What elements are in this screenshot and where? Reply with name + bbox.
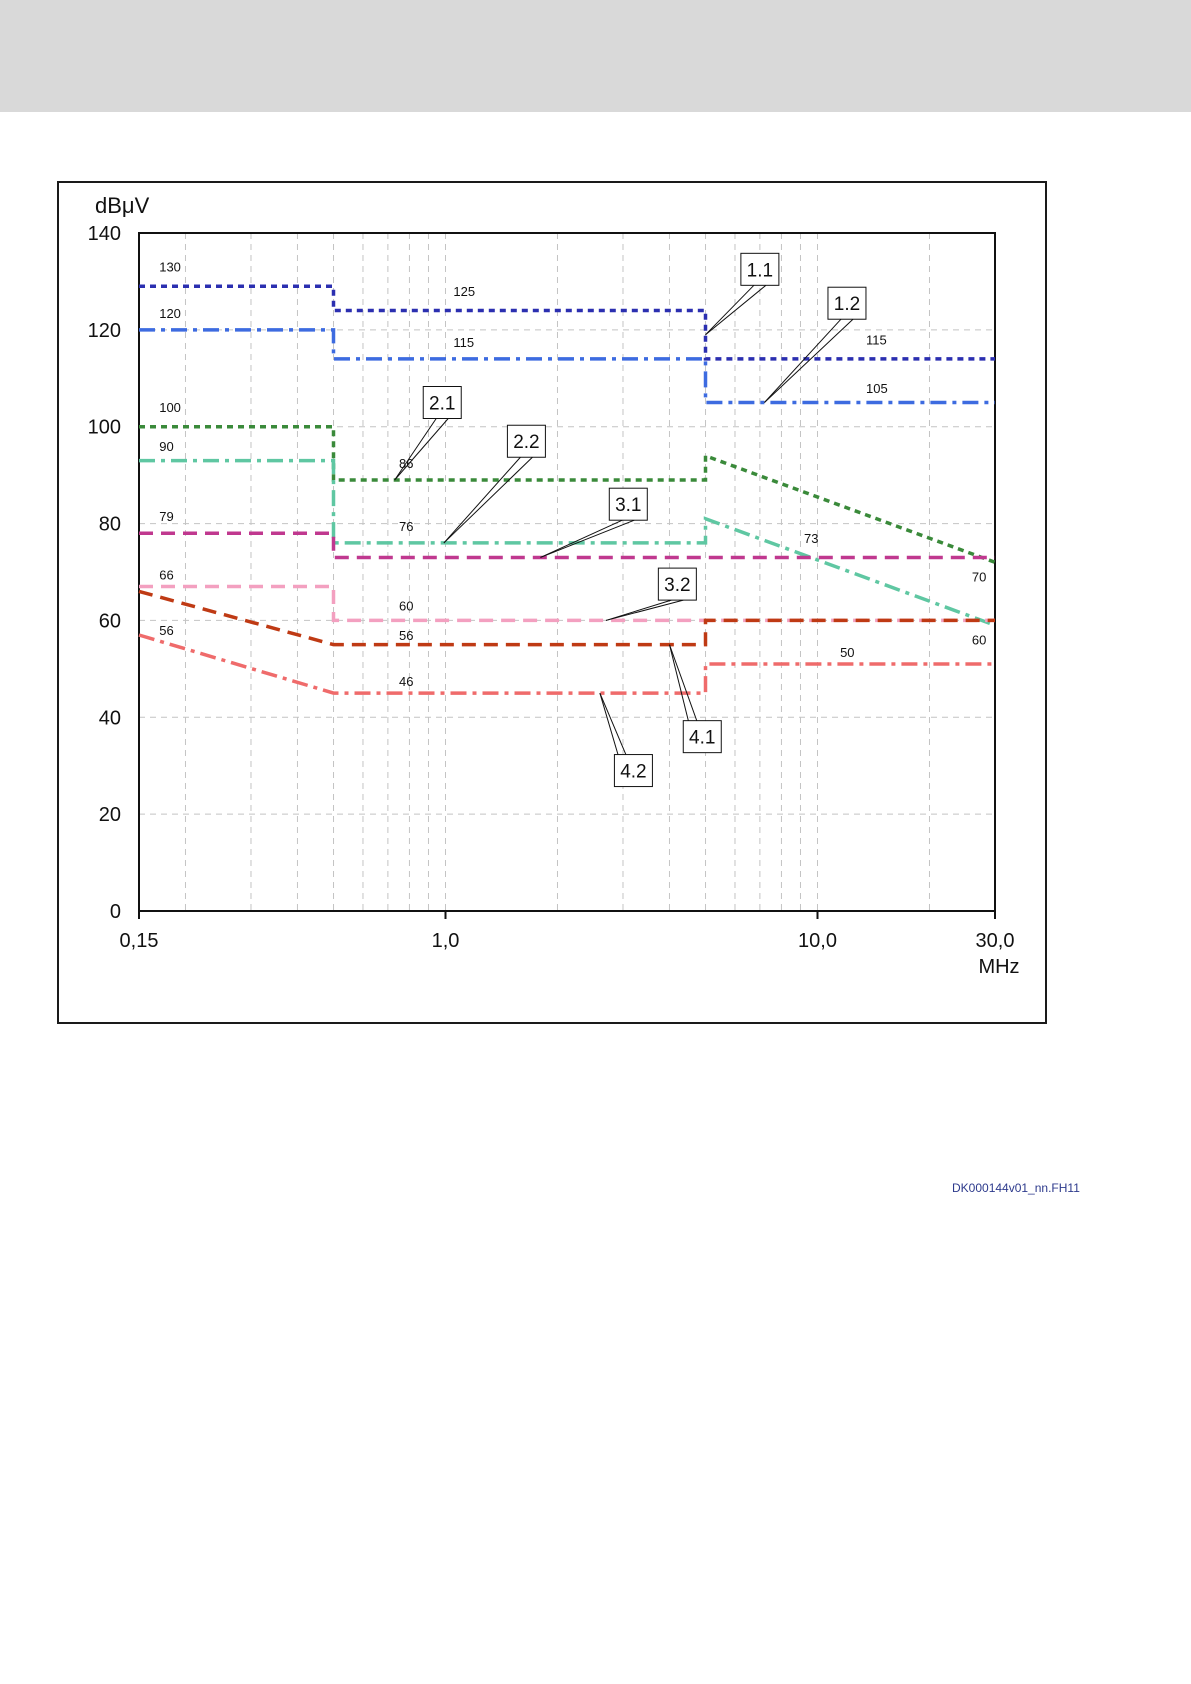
callout-leader — [605, 599, 684, 621]
callout-box-4.1 — [682, 720, 722, 754]
callout-box-2.2 — [506, 424, 546, 458]
y-tick-label: 40 — [99, 707, 121, 729]
callout-leader — [443, 456, 533, 544]
x-tick-label: 0,15 — [120, 930, 159, 952]
y-tick-label: 0 — [110, 901, 121, 923]
limit-value-label: 125 — [453, 284, 475, 299]
document-id: DK000144v01_nn.FH11 — [952, 1181, 1080, 1195]
x-axis-label: MHz — [978, 956, 1019, 978]
callout-label: 3.2 — [664, 575, 690, 596]
series-line-2.1 — [139, 424, 996, 564]
x-tick-label: 1,0 — [432, 930, 460, 952]
callout-label: 1.2 — [834, 294, 860, 315]
x-tick-label: 10,0 — [798, 930, 837, 952]
emission-limit-chart: 0 20 40 60 80 100 120 140 0,15 1,0 10,0 30,0 dBμV MHz… — [88, 193, 1020, 978]
x-tick-label: 30,0 — [976, 930, 1015, 952]
limit-value-label: 115 — [866, 332, 887, 347]
limit-value-label: 56 — [399, 628, 413, 643]
callout-leader — [764, 318, 854, 403]
limit-value-label: 73 — [804, 531, 818, 546]
callout-leader — [705, 284, 767, 336]
limit-value-label: 60 — [972, 633, 986, 648]
y-tick-label: 140 — [88, 223, 121, 245]
limit-value-label: 50 — [840, 645, 854, 660]
callout-label: 2.2 — [513, 432, 539, 453]
callout-label: 2.1 — [429, 394, 455, 415]
limit-value-label: 79 — [159, 509, 173, 524]
callout-box-4.2 — [613, 754, 653, 788]
callout-label: 3.1 — [615, 495, 641, 516]
plot-area-frame — [138, 232, 996, 912]
limit-value-label: 120 — [159, 306, 181, 321]
series-line-1.2 — [139, 328, 995, 405]
callout-box-3.1 — [608, 487, 648, 521]
callout-leader — [394, 418, 437, 481]
series-line-3.1 — [139, 531, 995, 560]
y-tick-label: 60 — [99, 610, 121, 632]
limit-value-label: 76 — [399, 519, 413, 534]
callout-box-1.2 — [827, 286, 867, 320]
series-line-4.2 — [138, 633, 995, 695]
y-axis-label: dBμV — [95, 193, 150, 218]
limit-value-label: 70 — [972, 570, 986, 585]
callout-leader — [764, 318, 842, 403]
series-line-2.2 — [139, 458, 996, 627]
limit-value-label: 46 — [399, 674, 413, 689]
y-tick-label: 20 — [99, 804, 121, 826]
limit-value-label: 56 — [159, 623, 173, 638]
series-line-1.1 — [139, 284, 995, 361]
figure-frame: 0 20 40 60 80 100 120 140 0,15 1,0 10,0 30,0 dBμV MHz… — [57, 181, 1080, 1195]
limit-value-label: 60 — [399, 599, 413, 614]
y-tick-label: 120 — [88, 320, 121, 342]
callout-label: 4.1 — [689, 728, 715, 749]
callout-box-3.2 — [657, 567, 697, 601]
limit-value-label: 100 — [159, 400, 181, 415]
limit-value-label: 90 — [159, 439, 173, 454]
callout-leader — [605, 599, 672, 621]
series-line-3.2 — [139, 584, 995, 623]
callout-leader — [540, 519, 635, 558]
limit-value-label: 105 — [866, 381, 888, 396]
callout-label: 4.2 — [620, 762, 646, 783]
callout-leader — [443, 456, 521, 544]
series-line-4.1 — [138, 589, 995, 647]
y-tick-label: 80 — [99, 514, 121, 536]
limit-value-label: 115 — [453, 335, 474, 350]
header-band — [0, 0, 1191, 112]
callout-leader — [705, 284, 755, 336]
limit-value-label: 66 — [159, 567, 173, 582]
y-tick-label: 100 — [88, 417, 121, 439]
limit-value-label: 130 — [159, 260, 181, 275]
callout-leader — [540, 519, 623, 558]
callout-label: 1.1 — [747, 260, 773, 281]
callout-box-2.1 — [422, 386, 462, 419]
callout-box-1.1 — [740, 252, 780, 286]
callout-leader — [394, 418, 449, 481]
